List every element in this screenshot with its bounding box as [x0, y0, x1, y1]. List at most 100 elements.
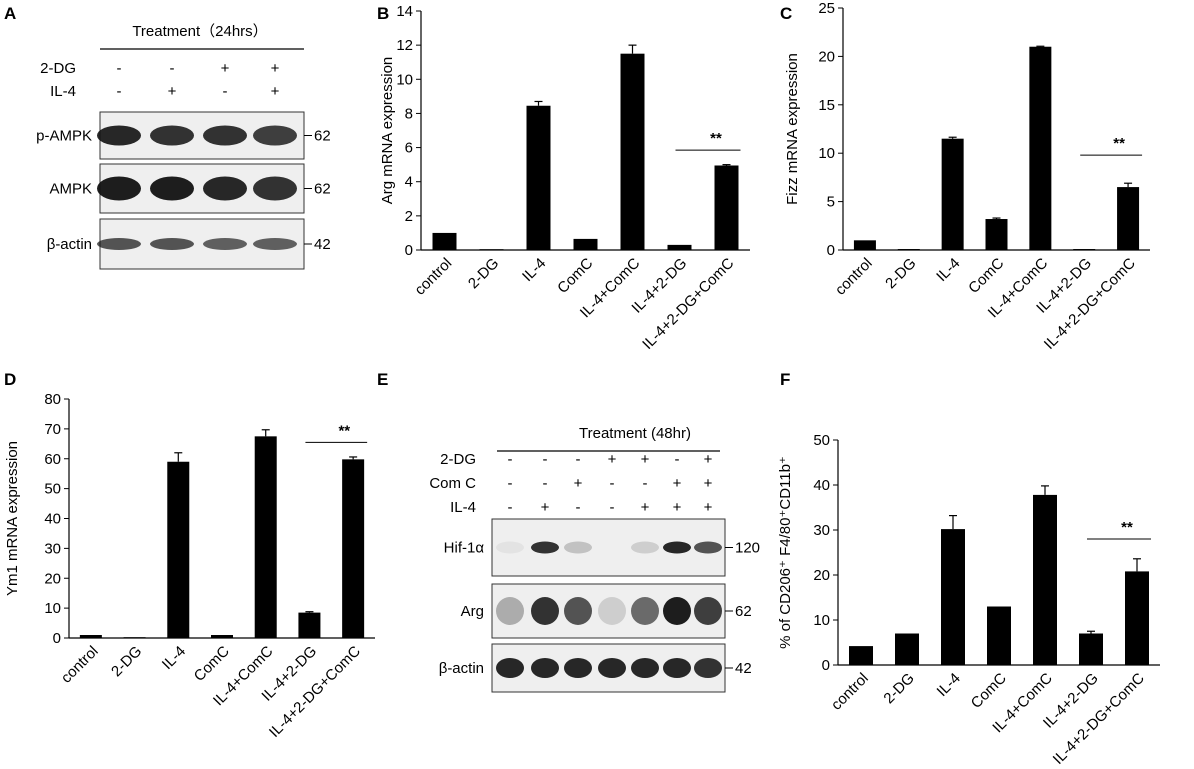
y-tick-label: 12 — [396, 37, 413, 54]
blot-row-label: IL-4 — [50, 83, 76, 100]
blot-sign: - — [223, 83, 228, 100]
x-tick-label: 2-DG — [880, 670, 917, 707]
panel-letter-c: C — [780, 4, 793, 23]
y-tick-label: 25 — [818, 0, 835, 17]
y-tick-label: 40 — [813, 477, 830, 494]
blot-band — [150, 238, 194, 250]
blot-band-label: β-actin — [439, 660, 484, 677]
blot-band — [496, 541, 524, 554]
blot-sign: - — [543, 475, 548, 492]
blot-sign: + — [673, 499, 682, 516]
blot-sign: + — [641, 451, 650, 468]
y-tick-label: 15 — [818, 97, 835, 114]
y-tick-label: 30 — [813, 522, 830, 539]
bar — [714, 165, 739, 250]
blot-band — [694, 597, 722, 625]
blot-sign: - — [576, 451, 581, 468]
blot-sign: - — [170, 60, 175, 77]
blot-band — [531, 541, 559, 554]
blot-kda-label: 42 — [314, 236, 331, 253]
bar — [853, 240, 876, 250]
blot-sign: + — [641, 499, 650, 516]
blot-band — [531, 597, 559, 625]
bar — [895, 633, 919, 665]
bar — [1125, 571, 1149, 665]
blot-band — [663, 541, 691, 554]
blot-sign: + — [574, 475, 583, 492]
bar — [211, 635, 233, 638]
blot-sign: - — [117, 60, 122, 77]
blot-band — [97, 176, 141, 201]
blot-band — [97, 125, 141, 146]
blot-sign: - — [610, 499, 615, 516]
panel-letter-d: D — [4, 370, 17, 389]
y-tick-label: 70 — [44, 421, 61, 438]
y-tick-label: 80 — [44, 391, 61, 408]
blot-band-label: p-AMPK — [36, 128, 92, 145]
y-tick-label: 50 — [44, 481, 61, 498]
blot-sign: - — [610, 475, 615, 492]
blot-band — [496, 658, 524, 678]
blot-sign: + — [608, 451, 617, 468]
significance-label: ** — [1113, 135, 1125, 152]
bar — [79, 635, 102, 638]
blot-treatment-title: Treatment（24hrs） — [132, 23, 267, 40]
bar — [342, 459, 365, 638]
blot-band-label: β-actin — [47, 236, 92, 253]
blot-band — [496, 597, 524, 625]
blot-sign: + — [221, 60, 230, 77]
blot-sign: - — [543, 451, 548, 468]
blot-band — [253, 125, 297, 146]
bar — [941, 529, 965, 665]
bar — [123, 637, 146, 638]
blot-band — [203, 238, 247, 250]
bar — [1033, 494, 1057, 665]
bar — [432, 232, 457, 250]
x-tick-label: control — [828, 670, 872, 714]
panel-letter-a: A — [4, 4, 17, 23]
y-tick-label: 2 — [405, 208, 413, 225]
blot-kda-label: 42 — [735, 660, 752, 677]
bar — [941, 138, 964, 250]
blot-row-label: 2-DG — [40, 60, 76, 77]
blot-band — [663, 658, 691, 678]
panel-letter-b: B — [377, 4, 390, 23]
blot-band — [598, 597, 626, 625]
blot-band-label: AMPK — [49, 181, 92, 198]
bar — [1117, 187, 1140, 250]
blot-kda-label: 62 — [314, 181, 331, 198]
y-tick-label: 50 — [813, 432, 830, 449]
y-axis-label: % of CD206⁺ F4/80⁺CD11b⁺ — [777, 456, 794, 649]
panel-letter-f: F — [780, 370, 791, 389]
blot-sign: + — [704, 451, 713, 468]
blot-sign: + — [168, 83, 177, 100]
blot-band — [531, 658, 559, 678]
y-tick-label: 14 — [396, 3, 413, 20]
bar — [849, 646, 873, 665]
y-axis-label: Arg mRNA expression — [379, 57, 396, 205]
blot-band — [150, 176, 194, 201]
blot-row-label: 2-DG — [440, 451, 476, 468]
blot-sign: + — [271, 83, 280, 100]
blot-band — [631, 658, 659, 678]
y-tick-label: 4 — [405, 174, 413, 191]
bar — [897, 249, 920, 250]
blot-band — [203, 125, 247, 146]
y-tick-label: 20 — [44, 570, 61, 587]
y-tick-label: 10 — [396, 71, 413, 88]
blot-sign: + — [704, 499, 713, 516]
y-tick-label: 60 — [44, 451, 61, 468]
y-tick-label: 0 — [405, 242, 413, 259]
y-tick-label: 10 — [818, 145, 835, 162]
blot-sign: + — [673, 475, 682, 492]
blot-band — [203, 176, 247, 201]
blot-kda-label: 62 — [314, 128, 331, 145]
blot-row-label: Com C — [429, 475, 476, 492]
blot-band — [150, 125, 194, 146]
blot-band — [564, 541, 592, 554]
blot-band — [694, 541, 722, 554]
bar — [1079, 633, 1103, 665]
